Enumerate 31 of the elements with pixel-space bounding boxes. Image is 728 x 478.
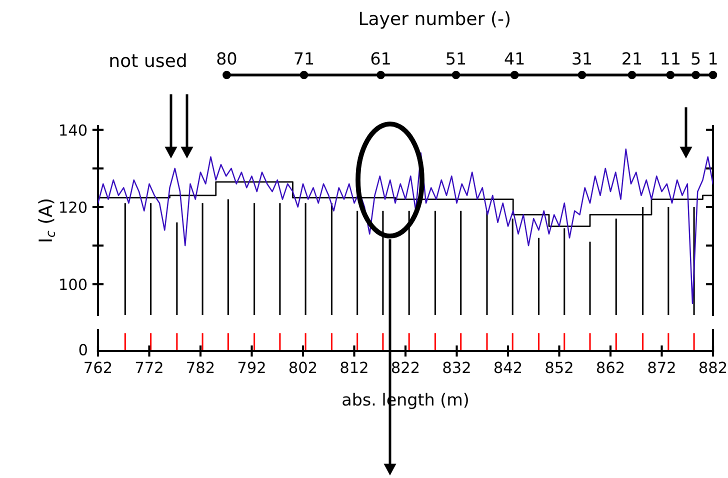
- text: 21: [622, 52, 642, 65]
- text: Layer number (-): [360, 11, 510, 29]
- text: 61: [371, 52, 390, 65]
- x-tick-label: 862: [596, 362, 624, 374]
- y-tick-label: 120: [60, 201, 87, 214]
- text: 31: [572, 52, 592, 65]
- x-tick-label: 782: [187, 362, 214, 374]
- x-tick-label: 762: [84, 362, 112, 374]
- text: 41: [504, 52, 524, 65]
- text: 80: [217, 52, 236, 65]
- y-tick-label: 100: [60, 278, 87, 290]
- text: 0: [79, 344, 87, 356]
- x-tick-label: 802: [289, 362, 316, 374]
- x-tick-label: 842: [494, 362, 522, 374]
- x-tick-label: 882: [699, 362, 726, 374]
- y-axis-title: I$_{c}$ (A): [38, 200, 56, 242]
- text: 5: [692, 52, 700, 65]
- x-tick-label: 852: [546, 362, 572, 374]
- text: 1: [710, 52, 717, 65]
- x-tick-label: 792: [238, 362, 265, 374]
- text: 71: [294, 52, 314, 65]
- text: 51: [446, 52, 466, 65]
- x-tick-label: 772: [136, 362, 162, 374]
- text: 11: [662, 52, 680, 65]
- line-series: [98, 148, 713, 304]
- text: not used: [110, 53, 186, 68]
- x-tick-label: 872: [648, 362, 675, 374]
- x-tick-label: 832: [443, 362, 470, 374]
- x-tick-label: 822: [392, 362, 419, 374]
- y-tick-label: 140: [60, 124, 87, 136]
- x-tick-label: 812: [340, 362, 368, 374]
